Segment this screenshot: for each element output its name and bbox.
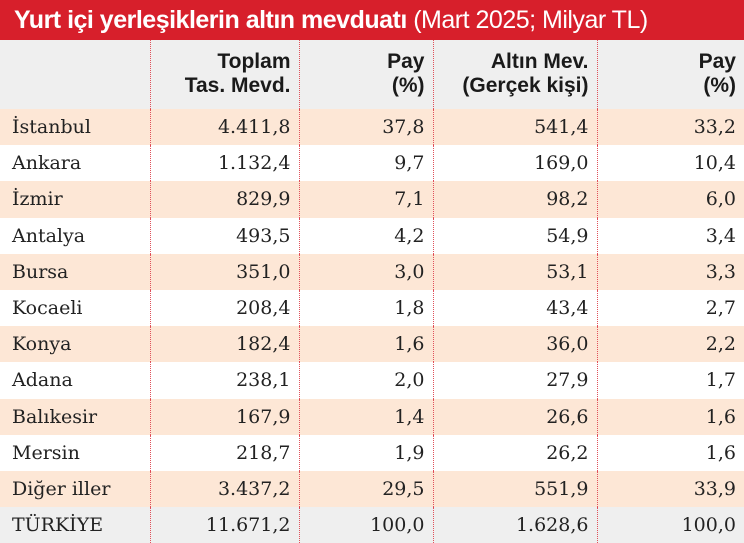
total-deposits-cell: 829,9 [149, 181, 299, 218]
header-share-1: Pay (%) [298, 40, 433, 109]
city-cell: Konya [0, 326, 150, 363]
total-deposits-cell: 11.671,2 [149, 507, 299, 543]
gold-share-cell: 33,2 [596, 109, 744, 146]
header-line: Pay [387, 49, 425, 73]
gold-deposits-cell: 43,4 [432, 289, 597, 327]
table-row: Adana 238,1 2,0 27,9 1,7 [0, 362, 744, 399]
city-cell: Kocaeli [0, 289, 150, 327]
header-row: Toplam Tas. Mevd. Pay (%) Altın Mev. (Gerçek … [0, 40, 744, 109]
header-line: Toplam [217, 49, 291, 73]
header-line: Tas. Mevd. [184, 73, 291, 97]
gold-deposits-cell: 53,1 [432, 253, 597, 290]
table-row: İzmir 829,9 7,1 98,2 6,0 [0, 181, 744, 218]
city-cell: Mersin [0, 434, 150, 471]
header-line: Pay [698, 49, 736, 73]
header-gold-deposits: Altın Mev. (Gerçek kişi) [432, 40, 597, 109]
gold-share-cell: 3,3 [596, 253, 744, 290]
table-row: Diğer iller 3.437,2 29,5 551,9 33,9 [0, 470, 744, 508]
city-cell: Balıkesir [0, 398, 150, 435]
table-row: İstanbul 4.411,8 37,8 541,4 33,2 [0, 109, 744, 146]
gold-share-cell: 1,6 [596, 434, 744, 471]
gold-share-cell: 3,4 [596, 217, 744, 254]
city-cell: Ankara [0, 145, 150, 182]
gold-share-cell: 10,4 [596, 145, 744, 182]
share-cell: 100,0 [298, 507, 433, 543]
gold-share-cell: 1,6 [596, 398, 744, 435]
table-row: Ankara 1.132,4 9,7 169,0 10,4 [0, 145, 744, 182]
gold-deposits-cell: 1.628,6 [432, 507, 597, 543]
table-row: Bursa 351,0 3,0 53,1 3,3 [0, 253, 744, 290]
total-deposits-cell: 351,0 [149, 253, 299, 290]
share-cell: 4,2 [298, 217, 433, 254]
gold-deposits-cell: 541,4 [432, 109, 597, 146]
header-line: (%) [703, 73, 736, 97]
table-row: Antalya 493,5 4,2 54,9 3,4 [0, 217, 744, 254]
total-deposits-cell: 167,9 [149, 398, 299, 435]
gold-share-cell: 33,9 [596, 470, 744, 508]
table-row: Balıkesir 167,9 1,4 26,6 1,6 [0, 398, 744, 435]
title-main: Yurt içi yerleşiklerin altın mevduatı [14, 6, 407, 34]
total-deposits-cell: 238,1 [149, 362, 299, 399]
gold-deposits-cell: 36,0 [432, 326, 597, 363]
city-cell: Diğer iller [0, 470, 150, 508]
header-share-2: Pay (%) [596, 40, 744, 109]
share-cell: 9,7 [298, 145, 433, 182]
gold-deposits-cell: 26,6 [432, 398, 597, 435]
share-cell: 3,0 [298, 253, 433, 290]
share-cell: 37,8 [298, 109, 433, 146]
gold-deposits-cell: 169,0 [432, 145, 597, 182]
total-deposits-cell: 208,4 [149, 289, 299, 327]
city-cell: TÜRKİYE [0, 507, 150, 543]
city-cell: Bursa [0, 253, 150, 290]
gold-share-cell: 1,7 [596, 362, 744, 399]
share-cell: 1,4 [298, 398, 433, 435]
city-cell: İstanbul [0, 109, 150, 146]
table-title: Yurt içi yerleşiklerin altın mevduatı (M… [0, 0, 744, 40]
city-cell: Adana [0, 362, 150, 399]
total-deposits-cell: 182,4 [149, 326, 299, 363]
gold-deposits-table: Toplam Tas. Mevd. Pay (%) Altın Mev. (Gerçek … [0, 40, 744, 543]
gold-deposits-cell: 551,9 [432, 470, 597, 508]
share-cell: 7,1 [298, 181, 433, 218]
total-deposits-cell: 1.132,4 [149, 145, 299, 182]
table-row: Mersin 218,7 1,9 26,2 1,6 [0, 434, 744, 471]
header-total-deposits: Toplam Tas. Mevd. [149, 40, 299, 109]
share-cell: 1,9 [298, 434, 433, 471]
gold-share-cell: 100,0 [596, 507, 744, 543]
title-subtitle: (Mart 2025; Milyar TL) [413, 6, 648, 34]
share-cell: 2,0 [298, 362, 433, 399]
share-cell: 1,8 [298, 289, 433, 327]
table-row: Kocaeli 208,4 1,8 43,4 2,7 [0, 289, 744, 327]
header-city [0, 40, 150, 109]
total-deposits-cell: 3.437,2 [149, 470, 299, 508]
gold-deposits-cell: 98,2 [432, 181, 597, 218]
gold-share-cell: 2,7 [596, 289, 744, 327]
gold-share-cell: 6,0 [596, 181, 744, 218]
total-deposits-cell: 218,7 [149, 434, 299, 471]
total-deposits-cell: 493,5 [149, 217, 299, 254]
share-cell: 1,6 [298, 326, 433, 363]
header-line: (%) [391, 73, 425, 97]
gold-share-cell: 2,2 [596, 326, 744, 363]
city-cell: Antalya [0, 217, 150, 254]
header-line: (Gerçek kişi) [462, 73, 589, 97]
total-row: TÜRKİYE 11.671,2 100,0 1.628,6 100,0 [0, 507, 744, 543]
gold-deposits-cell: 26,2 [432, 434, 597, 471]
total-deposits-cell: 4.411,8 [149, 109, 299, 146]
gold-deposits-cell: 27,9 [432, 362, 597, 399]
share-cell: 29,5 [298, 470, 433, 508]
table-row: Konya 182,4 1,6 36,0 2,2 [0, 326, 744, 363]
header-line: Altın Mev. [490, 49, 589, 73]
city-cell: İzmir [0, 181, 150, 218]
gold-deposits-cell: 54,9 [432, 217, 597, 254]
